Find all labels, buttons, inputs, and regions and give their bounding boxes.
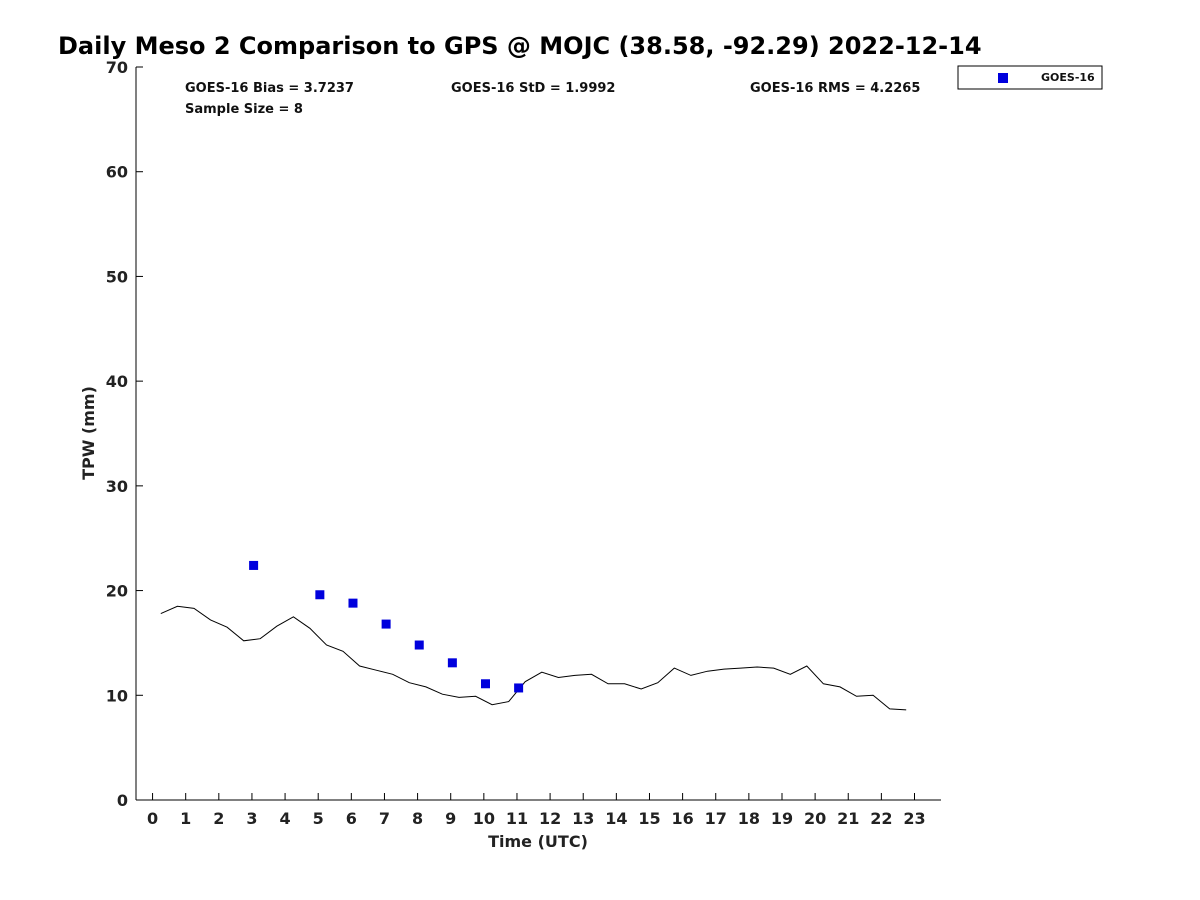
y-tick-label: 50 — [106, 267, 128, 286]
x-tick-label: 0 — [147, 809, 158, 828]
y-tick-label: 10 — [106, 686, 128, 705]
gps-line — [160, 605, 907, 711]
goes16-point — [381, 619, 391, 629]
y-tick-label: 30 — [106, 477, 128, 496]
x-tick-label: 5 — [313, 809, 324, 828]
axes — [135, 67, 941, 801]
goes16-point — [480, 679, 490, 689]
legend-box — [957, 65, 1103, 90]
goes16-point — [514, 683, 524, 693]
legend-label-goes16: GOES-16 — [1041, 71, 1095, 84]
goes16-point — [249, 560, 259, 570]
x-tick-label: 18 — [738, 809, 760, 828]
x-tick-label: 22 — [870, 809, 892, 828]
x-tick-label: 10 — [473, 809, 495, 828]
x-tick-label: 19 — [771, 809, 793, 828]
x-tick-label: 4 — [280, 809, 291, 828]
legend: GOES-16 — [957, 65, 1103, 90]
x-tick-label: 20 — [804, 809, 826, 828]
goes16-point — [348, 598, 358, 608]
bias-stat: GOES-16 Bias = 3.7237 — [185, 81, 354, 96]
x-tick-label: 13 — [572, 809, 594, 828]
y-tick-label: 0 — [117, 791, 128, 810]
x-tick-label: 8 — [412, 809, 423, 828]
x-tick-label: 2 — [213, 809, 224, 828]
y-ticks: 0 10 20 30 40 50 60 70 — [106, 58, 143, 810]
y-tick-label: 20 — [106, 582, 128, 601]
rms-stat: GOES-16 RMS = 4.2265 — [750, 81, 920, 96]
chart-title: Daily Meso 2 Comparison to GPS @ MOJC (3… — [58, 32, 982, 60]
plot-area — [160, 560, 907, 711]
x-ticks: 0 1 2 3 4 5 6 7 8 9 10 11 12 13 14 15 16 17 18 19 20 21 22 23 — [147, 793, 926, 828]
x-tick-label: 16 — [671, 809, 693, 828]
x-tick-label: 3 — [246, 809, 257, 828]
goes16-point — [414, 640, 424, 650]
y-tick-label: 60 — [106, 163, 128, 182]
x-tick-label: 1 — [180, 809, 191, 828]
x-tick-label: 12 — [539, 809, 561, 828]
legend-marker-goes16 — [998, 73, 1008, 83]
x-tick-label: 23 — [903, 809, 925, 828]
x-axis-label: Time (UTC) — [488, 832, 588, 851]
x-tick-label: 17 — [705, 809, 727, 828]
y-tick-label: 70 — [106, 58, 128, 77]
goes16-point — [447, 658, 457, 668]
x-tick-label: 14 — [605, 809, 627, 828]
y-tick-label: 40 — [106, 372, 128, 391]
std-stat: GOES-16 StD = 1.9992 — [451, 81, 615, 96]
x-tick-label: 11 — [506, 809, 528, 828]
x-tick-label: 6 — [346, 809, 357, 828]
y-axis-label: TPW (mm) — [79, 386, 98, 480]
x-tick-label: 21 — [837, 809, 859, 828]
x-tick-label: 9 — [445, 809, 456, 828]
x-tick-label: 7 — [379, 809, 390, 828]
x-tick-label: 15 — [638, 809, 660, 828]
goes16-point — [315, 590, 325, 600]
sample-size-stat: Sample Size = 8 — [185, 102, 303, 117]
